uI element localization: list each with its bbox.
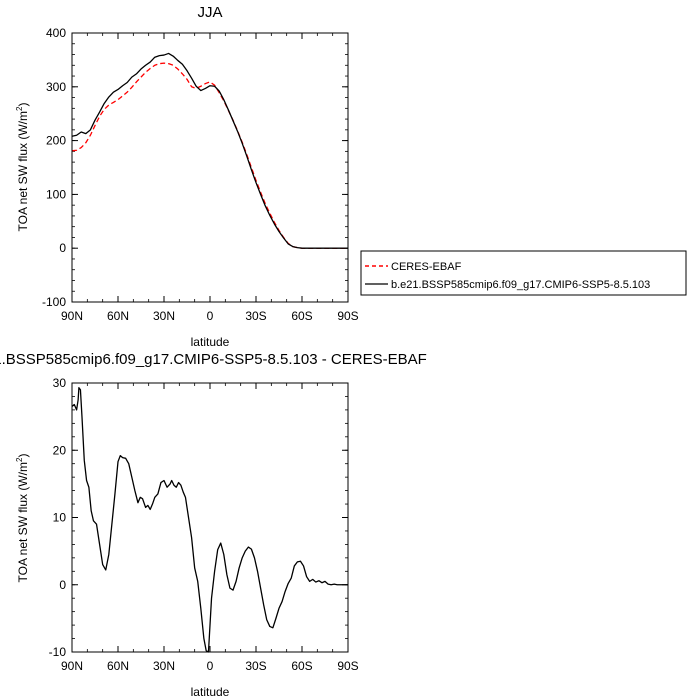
legend-box	[360, 250, 687, 296]
legend-label-ceres: CERES-EBAF	[391, 261, 462, 273]
bottom-y-axis-label: TOA net SW flux (W/m2)	[15, 454, 30, 583]
top-chart-title: JJA	[197, 4, 222, 21]
bottom-y-tick-label: 20	[53, 443, 67, 457]
top-plot-frame	[71, 32, 349, 303]
bottom-x-tick-label: 30S	[245, 659, 266, 673]
bottom-x-tick-label: 60S	[291, 659, 312, 673]
bottom-x-axis-label: latitude	[191, 685, 230, 699]
top-panel: JJA 90N 60N 30N 0 30S 60S 90S -100 0 100 200 300 400…	[15, 4, 687, 349]
top-x-tick-label: 0	[207, 309, 214, 323]
top-y-tick-label: 300	[46, 80, 66, 94]
top-x-tick-label: 30N	[153, 309, 175, 323]
bottom-panel: 1.BSSP585cmip6.f09_g17.CMIP6-SSP5-8.5.10…	[0, 351, 427, 699]
top-x-tick-label: 30S	[245, 309, 266, 323]
top-y-axis-label-sup: 2	[15, 106, 24, 111]
bottom-x-tick-label: 90N	[61, 659, 83, 673]
top-series-line-0	[71, 62, 348, 249]
bottom-plot-frame	[71, 382, 349, 653]
top-y-tick-label: -100	[42, 295, 66, 309]
bottom-x-tick-label: 90S	[337, 659, 358, 673]
top-y-axis-label-main: TOA net SW flux (W/m	[16, 111, 30, 231]
top-x-tick-label: 60S	[291, 309, 312, 323]
top-y-axis-label-close: )	[16, 103, 30, 107]
top-y-axis-label: TOA net SW flux (W/m2)	[15, 103, 30, 232]
bottom-y-tick-label: 0	[59, 578, 66, 592]
bottom-series-line-0	[71, 387, 348, 653]
top-x-tick-label: 60N	[107, 309, 129, 323]
top-x-tick-label: 90S	[337, 309, 358, 323]
top-series-line-1	[71, 52, 348, 249]
bottom-y-axis-label-sup: 2	[15, 457, 24, 462]
top-y-tick-label: 200	[46, 134, 66, 148]
bottom-x-tick-label: 30N	[153, 659, 175, 673]
top-y-tick-label: 0	[59, 241, 66, 255]
bottom-y-tick-label: -10	[49, 645, 67, 659]
legend: CERES-EBAF b.e21.BSSP585cmip6.f09_g17.CM…	[360, 250, 687, 296]
bottom-y-tick-label: 10	[53, 511, 67, 525]
top-plot-area: 90N 60N 30N 0 30S 60S 90S -100 0 100 200 300 400	[42, 26, 359, 323]
bottom-x-tick-label: 60N	[107, 659, 129, 673]
bottom-x-tick-label: 0	[207, 659, 214, 673]
bottom-chart-title: 1.BSSP585cmip6.f09_g17.CMIP6-SSP5-8.5.10…	[0, 351, 427, 368]
top-y-tick-label: 100	[46, 187, 66, 201]
legend-label-model: b.e21.BSSP585cmip6.f09_g17.CMIP6-SSP5-8.…	[391, 279, 650, 291]
bottom-y-tick-label: 30	[53, 376, 67, 390]
top-x-tick-label: 90N	[61, 309, 83, 323]
top-x-axis-label: latitude	[191, 335, 230, 349]
bottom-y-axis-label-main: TOA net SW flux (W/m	[16, 462, 30, 582]
bottom-plot-area: 90N 60N 30N 0 30S 60S 90S -10 0 10 20 30	[49, 376, 359, 673]
top-y-tick-label: 400	[46, 26, 66, 40]
bottom-y-axis-label-close: )	[16, 454, 30, 458]
